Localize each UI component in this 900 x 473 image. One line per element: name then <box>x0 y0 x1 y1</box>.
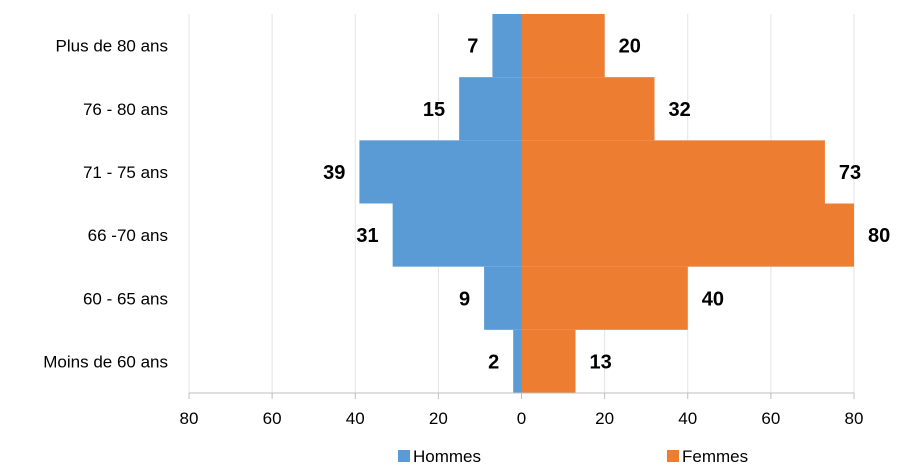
x-tick-label: 40 <box>346 409 365 428</box>
bar-femmes <box>521 14 605 78</box>
data-label-hommes: 15 <box>423 99 445 121</box>
data-label-hommes: 2 <box>488 351 499 373</box>
data-label-femmes: 13 <box>590 351 612 373</box>
bar-hommes <box>513 329 522 393</box>
bar-femmes <box>521 266 688 330</box>
x-tick-label: 40 <box>678 409 697 428</box>
category-label: 66 -70 ans <box>88 226 168 245</box>
bar-hommes <box>492 14 522 78</box>
bar-hommes <box>484 266 522 330</box>
bar-femmes <box>521 203 854 267</box>
data-label-femmes: 80 <box>868 225 890 247</box>
x-tick-label: 80 <box>845 409 864 428</box>
legend-label: Hommes <box>413 447 481 466</box>
x-tick-label: 20 <box>595 409 614 428</box>
data-label-femmes: 73 <box>839 162 861 184</box>
legend-swatch <box>398 450 410 462</box>
bars <box>359 14 854 393</box>
x-tick-label: 0 <box>517 409 526 428</box>
data-label-femmes: 40 <box>702 288 724 310</box>
data-label-femmes: 20 <box>619 36 641 58</box>
x-tick-label: 80 <box>180 409 199 428</box>
legend: Hommes Femmes <box>398 447 748 466</box>
data-label-femmes: 32 <box>669 99 691 121</box>
category-label: Moins de 60 ans <box>43 352 168 371</box>
data-label-hommes: 39 <box>323 162 345 184</box>
category-label: Plus de 80 ans <box>56 37 168 56</box>
x-tick-label: 20 <box>429 409 448 428</box>
x-tick-label: 60 <box>263 409 282 428</box>
x-tick-label: 60 <box>761 409 780 428</box>
bar-femmes <box>521 77 655 141</box>
category-label: 60 - 65 ans <box>83 289 168 308</box>
category-labels: Moins de 60 ans 60 - 65 ans 66 -70 ans 71 -… <box>43 37 168 372</box>
bar-femmes <box>521 329 576 393</box>
bar-hommes <box>459 77 522 141</box>
legend-label: Femmes <box>682 447 748 466</box>
legend-swatch <box>667 450 679 462</box>
data-labels: 2 13 9 40 31 80 39 73 15 32 7 20 <box>323 36 890 374</box>
category-label: 76 - 80 ans <box>83 100 168 119</box>
bar-hommes <box>392 203 522 267</box>
data-label-hommes: 7 <box>467 36 478 58</box>
category-label: 71 - 75 ans <box>83 163 168 182</box>
x-axis: 80 60 40 20 0 20 40 60 80 <box>180 392 864 428</box>
data-label-hommes: 9 <box>459 288 470 310</box>
bar-femmes <box>521 140 825 204</box>
bar-hommes <box>359 140 522 204</box>
data-label-hommes: 31 <box>356 225 378 247</box>
